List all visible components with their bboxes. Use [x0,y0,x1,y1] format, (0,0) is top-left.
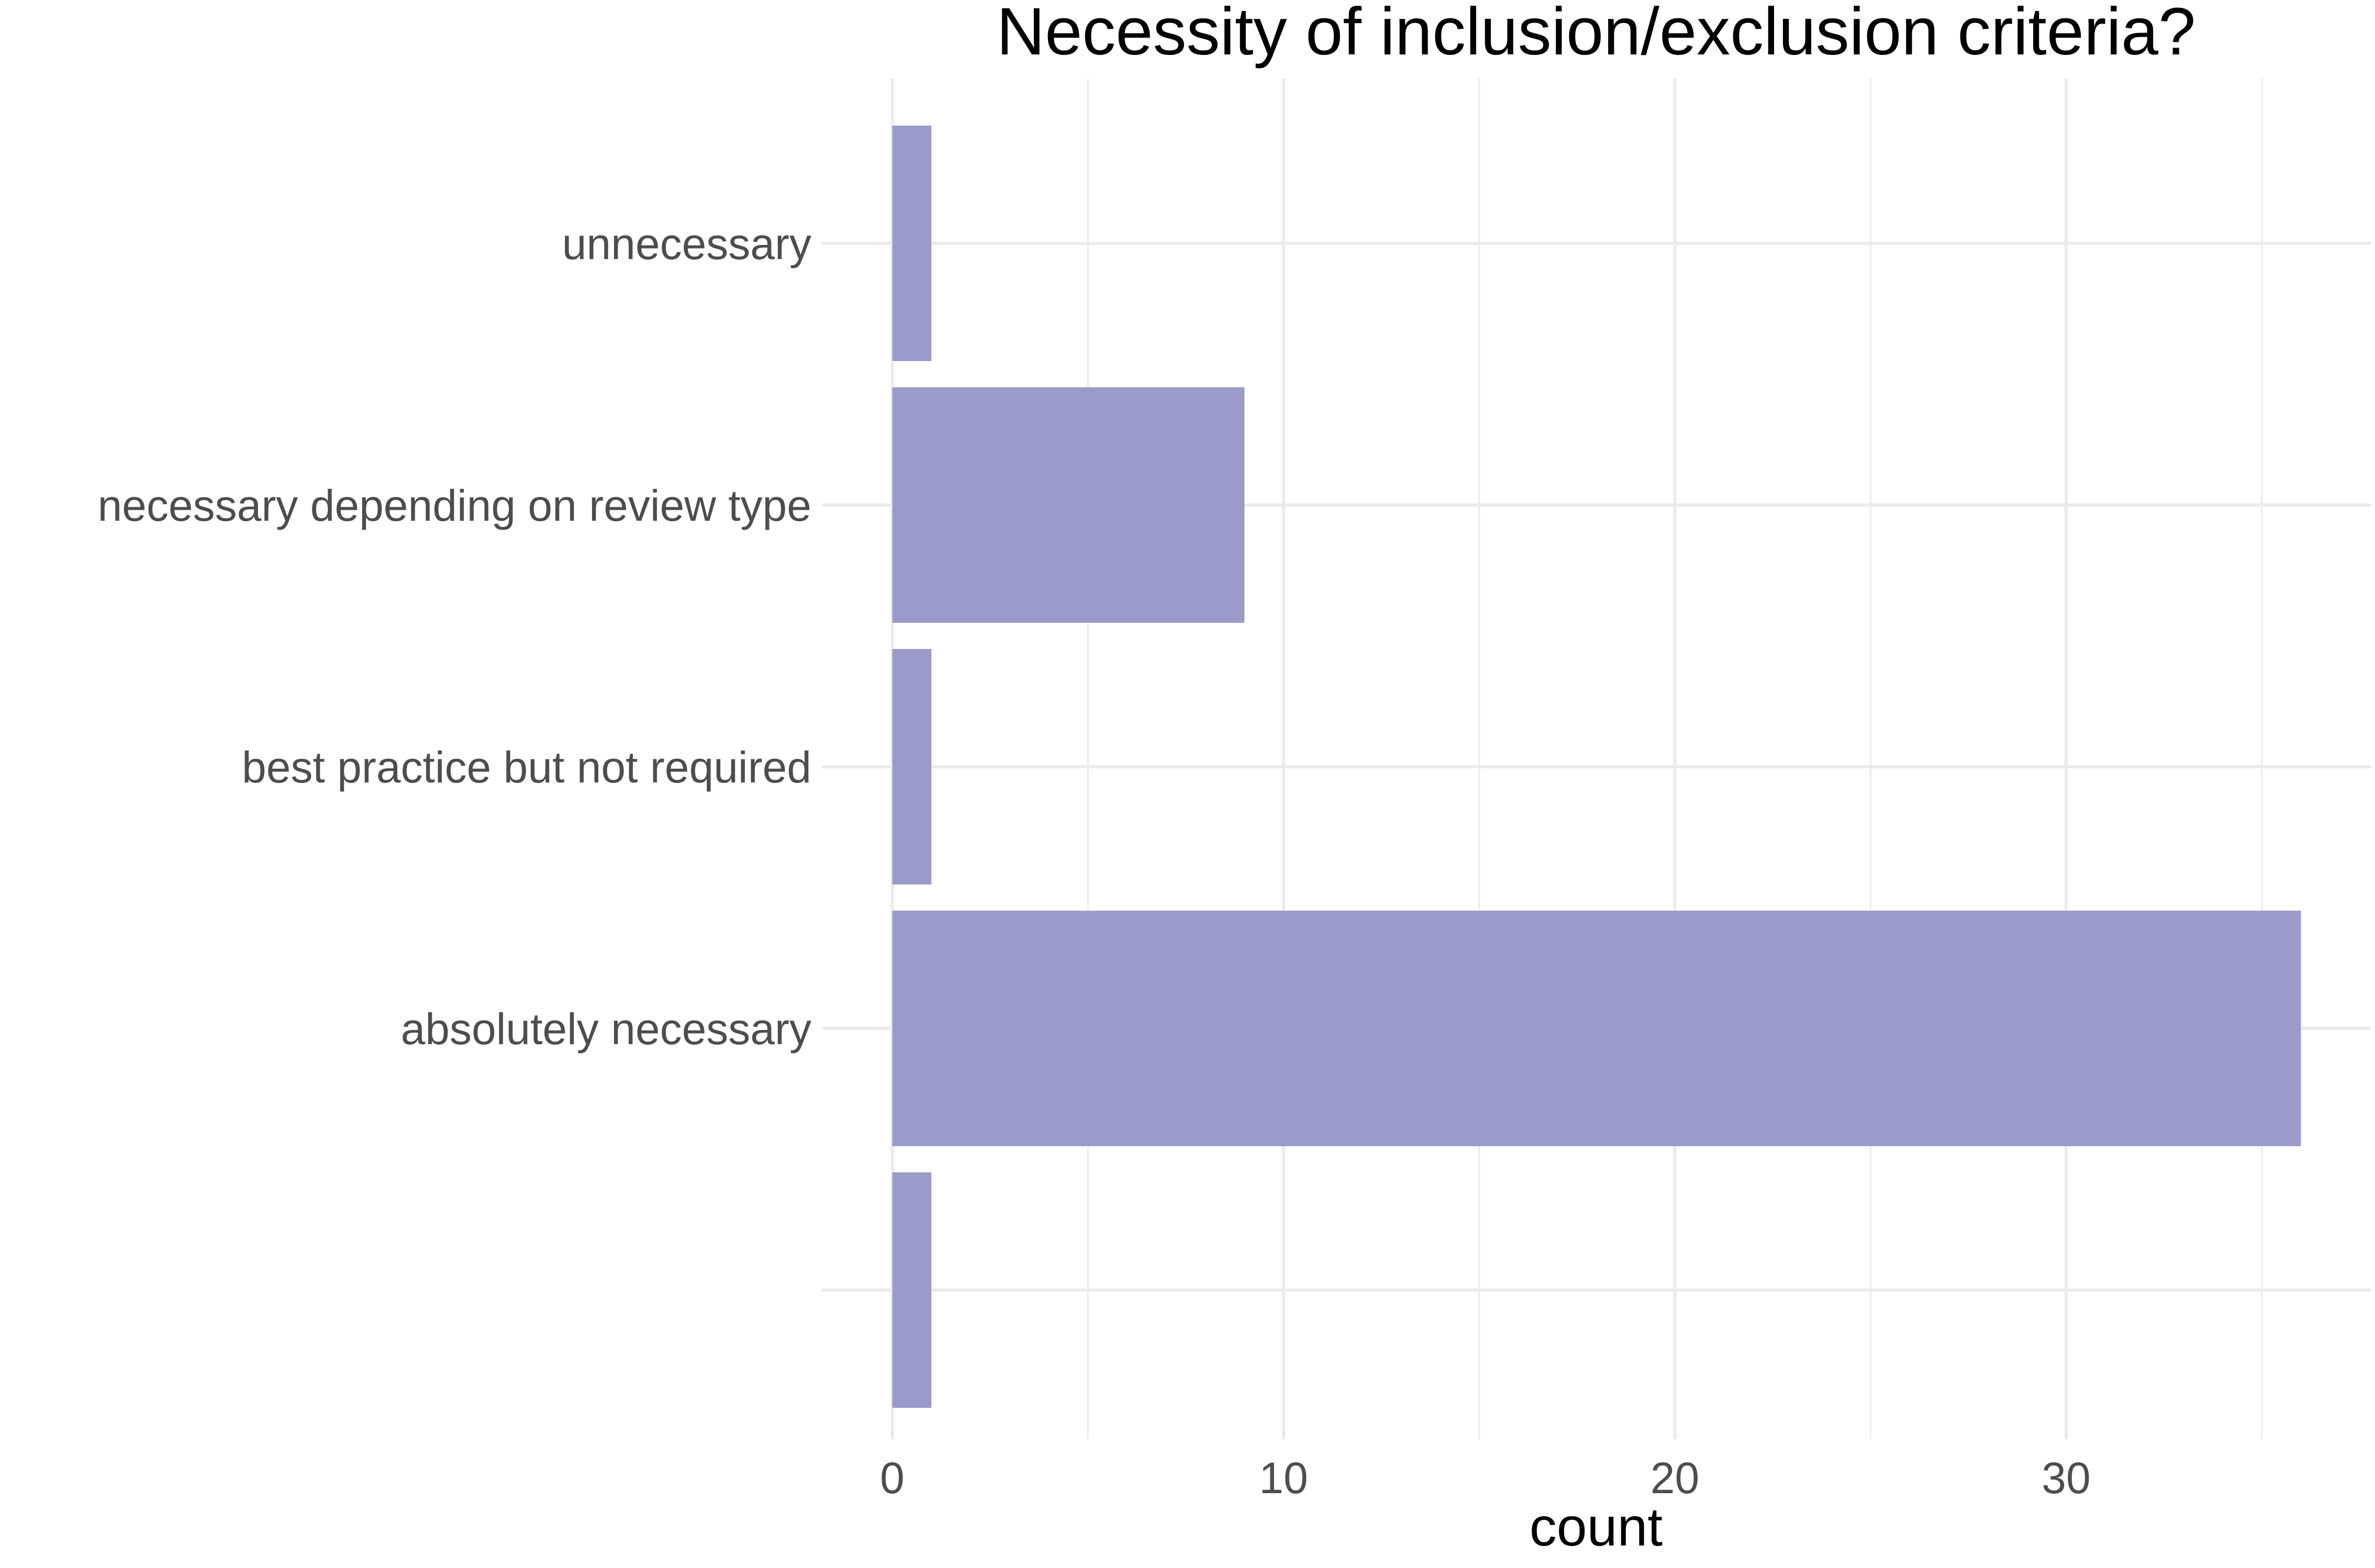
bars [892,126,2301,1408]
x-tick-label: 30 [2042,1453,2090,1503]
category-label: absolutely necessary [401,1004,811,1054]
category-label: necessary depending on review type [97,481,811,530]
category-label: unnecessary [562,219,811,268]
category-labels: absolutely necessary best practice but no… [97,219,811,1054]
category-label: best practice but not required [242,743,811,792]
x-tick-labels: 0 10 20 30 [880,1453,2091,1503]
x-tick-label: 10 [1259,1453,1308,1503]
grid-lines [822,79,2371,1439]
bar [892,911,2301,1146]
x-tick-label: 20 [1651,1453,1699,1503]
bar [892,1172,932,1408]
bar [892,649,932,884]
bar [892,387,1245,623]
chart-title: Necessity of inclusion/exclusion criteri… [997,0,2196,69]
bar [892,126,932,361]
x-tick-label: 0 [880,1453,905,1503]
x-axis-label: count [1530,1497,1663,1558]
